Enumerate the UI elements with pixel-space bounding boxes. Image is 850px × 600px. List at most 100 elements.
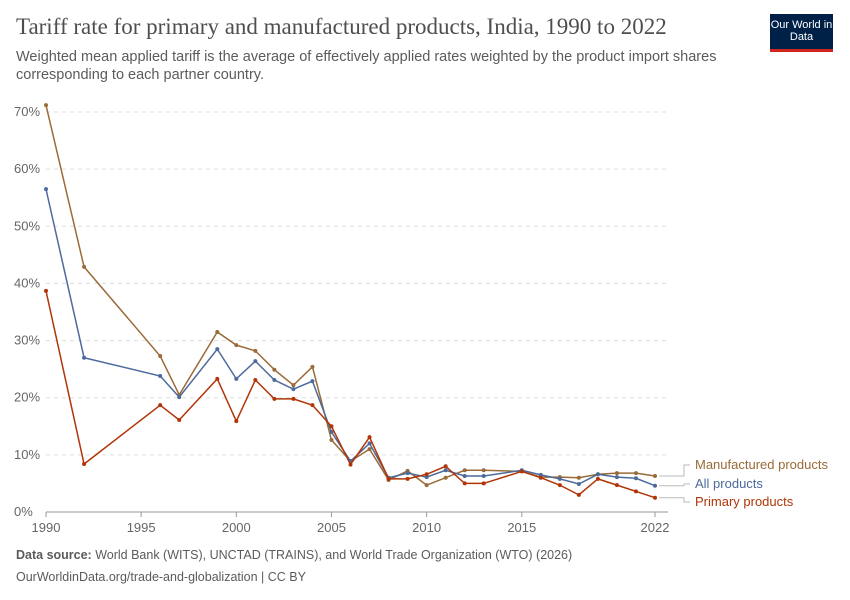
data-point <box>614 483 619 488</box>
legend-connector <box>659 483 690 487</box>
y-tick-label: 70% <box>14 104 40 119</box>
x-tick-label: 2022 <box>641 520 670 535</box>
data-point <box>557 476 562 481</box>
footer-link[interactable]: OurWorldinData.org/trade-and-globalizati… <box>16 570 306 584</box>
x-tick-label: 2010 <box>412 520 441 535</box>
data-point <box>177 395 182 400</box>
data-point <box>44 288 48 293</box>
data-point <box>462 474 467 478</box>
data-point <box>82 462 87 466</box>
data-point <box>614 475 619 480</box>
data-point <box>234 419 239 424</box>
data-point <box>481 474 486 478</box>
x-tick-label: 1990 <box>32 520 61 535</box>
data-point <box>443 475 448 480</box>
data-point <box>82 264 87 269</box>
data-point <box>44 103 48 108</box>
y-tick-label: 30% <box>14 333 40 348</box>
data-point <box>367 435 372 440</box>
x-tick-label: 2005 <box>317 520 346 535</box>
data-point <box>215 376 220 381</box>
data-point <box>633 471 638 476</box>
data-point <box>386 476 391 481</box>
legend-label: All products <box>695 476 763 491</box>
data-point <box>424 483 429 488</box>
data-point <box>329 424 334 429</box>
legend-connector <box>659 497 690 503</box>
data-point <box>443 464 448 469</box>
data-point <box>310 379 315 384</box>
data-point <box>519 469 524 474</box>
data-point <box>424 475 429 480</box>
data-point <box>614 471 619 476</box>
data-point <box>310 403 315 408</box>
data-point <box>462 481 467 486</box>
data-point <box>653 483 657 488</box>
x-tick-label: 2015 <box>507 520 536 535</box>
data-point <box>557 483 562 488</box>
data-point <box>367 447 372 452</box>
data-point <box>633 476 638 481</box>
series-line-2 <box>45 290 656 499</box>
data-point <box>253 359 258 364</box>
data-point <box>405 471 410 476</box>
data-point <box>291 387 296 392</box>
legend-label: Manufactured products <box>695 457 828 472</box>
legend-connector <box>659 464 690 477</box>
data-point <box>367 441 372 446</box>
source-label: Data source: <box>16 548 92 562</box>
data-point <box>234 376 239 381</box>
data-point <box>310 364 315 369</box>
y-tick-label: 50% <box>14 218 40 233</box>
data-point <box>158 354 163 358</box>
data-point <box>462 468 467 473</box>
data-point <box>443 468 448 473</box>
data-point <box>291 383 296 388</box>
x-tick-label: 1995 <box>127 520 156 535</box>
data-point <box>576 492 581 497</box>
data-point <box>329 430 334 434</box>
y-tick-label: 0% <box>14 504 33 519</box>
data-point <box>576 475 581 480</box>
data-point <box>234 343 239 348</box>
data-point <box>44 187 48 192</box>
data-point <box>348 462 353 467</box>
data-point <box>595 476 600 481</box>
data-point <box>576 482 581 486</box>
data-point <box>653 474 657 478</box>
source-text: World Bank (WITS), UNCTAD (TRAINS), and … <box>91 548 573 562</box>
y-tick-label: 60% <box>14 161 40 176</box>
y-tick-label: 20% <box>14 390 40 405</box>
data-point <box>177 418 182 422</box>
data-point <box>481 468 486 473</box>
data-point <box>329 438 334 442</box>
data-point <box>272 367 277 372</box>
data-point <box>158 403 163 408</box>
x-tick-label: 2000 <box>222 520 251 535</box>
data-point <box>215 330 220 334</box>
data-point <box>653 495 657 500</box>
y-tick-label: 40% <box>14 275 40 290</box>
data-point <box>291 396 296 401</box>
chart-title: Tariff rate for primary and manufactured… <box>16 14 667 39</box>
data-point <box>481 481 486 486</box>
data-point <box>538 475 543 480</box>
data-point <box>595 472 600 477</box>
data-point <box>253 348 258 353</box>
data-point <box>424 472 429 477</box>
data-point <box>538 472 543 477</box>
owid-logo[interactable]: Our World in Data <box>770 14 833 52</box>
y-tick-label: 10% <box>14 447 40 462</box>
data-point <box>82 355 87 360</box>
data-point <box>272 378 277 382</box>
data-point <box>253 378 258 382</box>
series-line-1 <box>45 188 656 487</box>
data-point <box>633 489 638 494</box>
data-point <box>158 374 163 378</box>
data-point <box>405 476 410 481</box>
legend-label: Primary products <box>695 494 794 509</box>
data-point <box>215 347 220 352</box>
data-source: Data source: World Bank (WITS), UNCTAD (… <box>16 548 572 562</box>
